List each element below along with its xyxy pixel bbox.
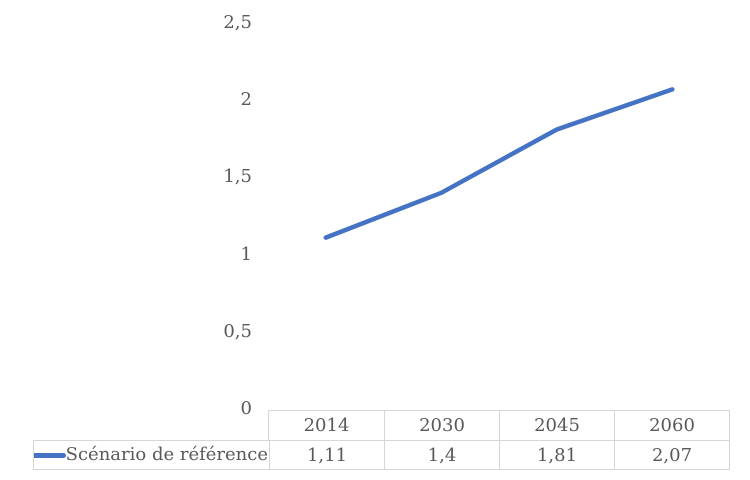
series-value-cell: 2,07: [614, 441, 729, 469]
y-axis-tick-label: 0: [240, 398, 252, 419]
year-header-cell: 2030: [384, 411, 499, 440]
series-value-cell: 1,81: [499, 441, 614, 469]
year-header-cell: 2060: [614, 411, 729, 440]
y-axis-tick-label: 1,5: [223, 166, 252, 188]
series-line[interactable]: [323, 87, 675, 240]
series-color-swatch-icon: [34, 452, 66, 458]
y-axis-tick-label: 2,5: [223, 12, 252, 33]
data-table-years-row: 2014 2030 2045 2060: [268, 410, 730, 440]
series-value-cell: 1,11: [269, 441, 384, 469]
y-axis-tick-label: 0,5: [223, 320, 252, 342]
year-header-cell: 2014: [303, 415, 350, 436]
legend-cell[interactable]: Scénario de référence: [34, 441, 269, 469]
data-table-values-row: Scénario de référence 1,11 1,4 1,81 2,07: [33, 440, 730, 470]
series-value-cell: 1,4: [384, 441, 499, 469]
year-header-cell: 2045: [499, 411, 614, 440]
series-name-label: Scénario de référence: [65, 444, 268, 465]
y-axis-tick-label: 1: [240, 243, 252, 265]
y-axis-tick-label: 2: [240, 89, 252, 111]
